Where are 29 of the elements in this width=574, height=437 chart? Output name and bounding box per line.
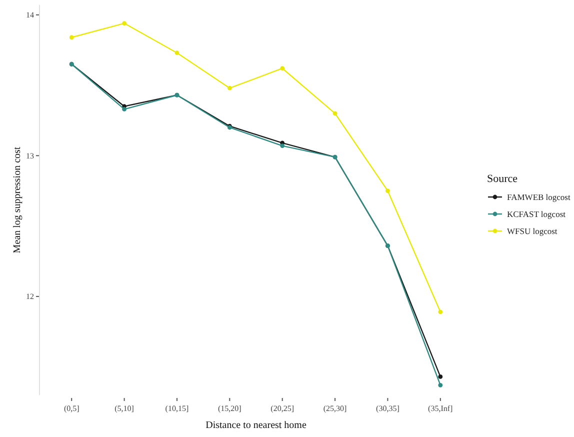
point [280,144,285,148]
x-tick-label: (5,10] [114,404,134,413]
point [386,188,390,194]
point [438,382,443,388]
point [227,86,232,90]
x-tick-label: (0,5] [64,404,80,413]
legend-label: FAMWEB logcost [507,192,571,202]
legend-title: Source [487,173,518,185]
x-axis-title: Distance to nearest home [206,420,307,431]
point [438,310,443,314]
point [174,50,180,56]
y-axis-title: Mean log suppression cost [12,146,23,254]
legend-label: WFSU logcost [507,226,558,236]
point [122,106,126,112]
point [280,66,285,71]
x-tick-label: (25,30] [323,404,348,413]
point [438,374,443,379]
legend-label: KCFAST logcost [507,208,566,219]
point [69,35,74,40]
x-tick-label: (20,25] [270,404,294,413]
point [122,21,126,26]
point [332,111,338,116]
x-tick-label: (15,20] [218,404,242,413]
y-tick-label: 14 [26,10,34,20]
x-tick-label: (10,15] [165,404,189,413]
x-tick-label: (30,35] [376,404,400,413]
y-tick-label: 12 [26,292,34,302]
y-tick-label: 13 [26,151,34,160]
x-tick-label: (35,Inf] [428,404,454,413]
